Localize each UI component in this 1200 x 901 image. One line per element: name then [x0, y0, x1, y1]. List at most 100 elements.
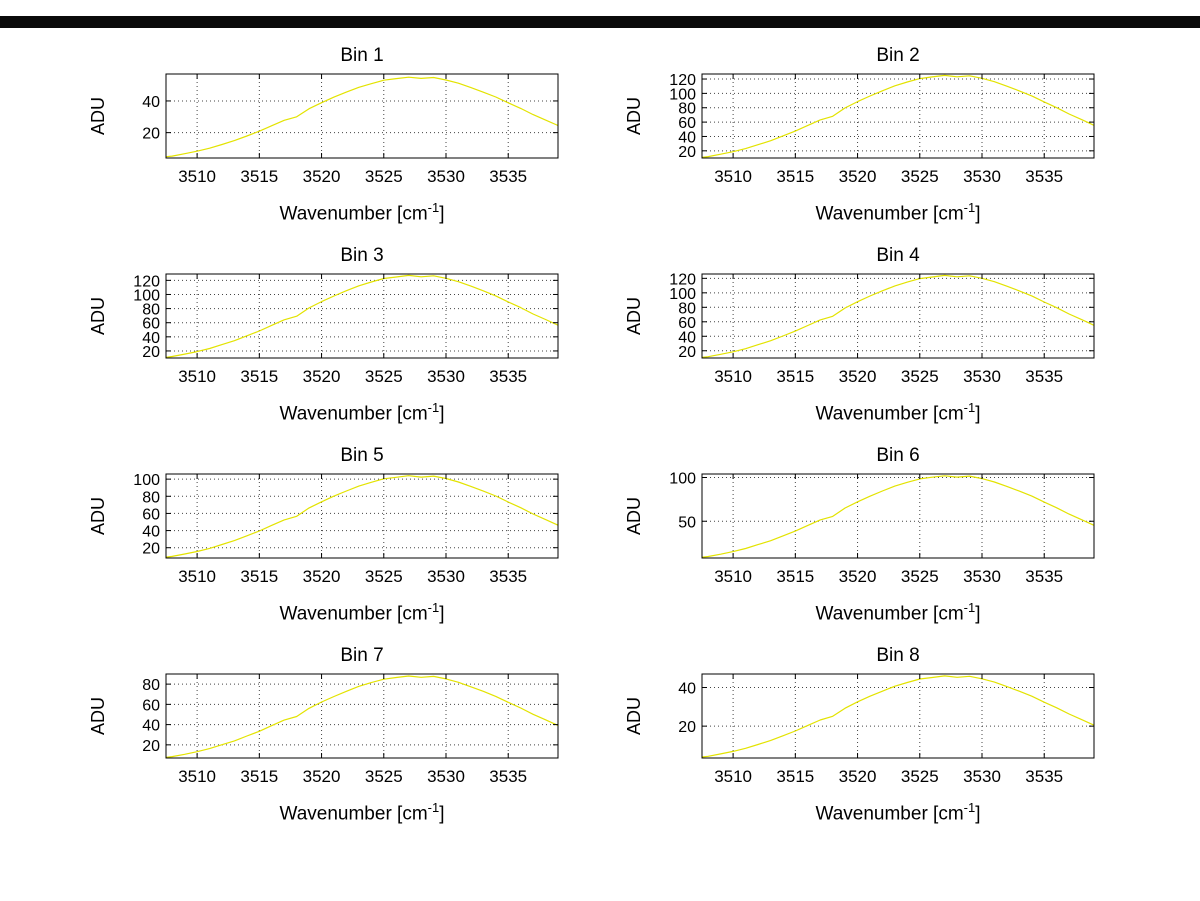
- subplot-bin-8: Bin 8 3510 3515 3520 3525 3530 3535 20 40 ADU Wa…: [622, 644, 1110, 824]
- x-tick-label: 3515: [240, 567, 278, 586]
- x-tick-label: 3515: [776, 767, 814, 786]
- subplot-bin-2: Bin 2 3510 3515 3520 3525 3530 3535 20 40 60 80 10…: [622, 44, 1110, 224]
- xlabel-prefix: Wavenumber [cm: [279, 803, 428, 825]
- x-axis-label: Wavenumber [cm-1]: [86, 796, 558, 824]
- y-tick-label: 120: [133, 273, 160, 290]
- xlabel-suffix: ]: [439, 603, 445, 625]
- x-tick-label: 3535: [489, 367, 527, 386]
- y-tick-label: 60: [678, 115, 696, 132]
- axes-box: [165, 73, 559, 159]
- y-tick-label: 40: [142, 524, 160, 541]
- plot-area: 3510 3515 3520 3525 3530 3535 20 40 60 80 ADU: [88, 673, 559, 786]
- window-top-strip: [0, 16, 1200, 28]
- y-tick-label: 80: [142, 677, 160, 694]
- y-tick-label: 100: [669, 286, 696, 303]
- axes-box: [701, 473, 1095, 559]
- x-tick-label: 3520: [839, 367, 877, 386]
- xlabel-sup: -1: [427, 800, 440, 815]
- x-tick-label: 3510: [178, 367, 216, 386]
- subplot-bin-4: Bin 4 3510 3515 3520 3525 3530 3535 20 40 60 80 10…: [622, 244, 1110, 424]
- xlabel-sup: -1: [427, 600, 440, 615]
- y-tick-label: 120: [669, 271, 696, 288]
- plot-area: 3510 3515 3520 3525 3530 3535 20 40 ADU: [88, 73, 559, 186]
- xlabel-suffix: ]: [975, 403, 981, 425]
- y-axis-label: ADU: [88, 697, 108, 735]
- x-tick-label: 3530: [963, 167, 1001, 186]
- xlabel-sup: -1: [427, 400, 440, 415]
- x-tick-label: 3510: [714, 767, 752, 786]
- axes-box: [165, 273, 559, 359]
- xlabel-suffix: ]: [439, 203, 445, 225]
- xlabel-suffix: ]: [439, 403, 445, 425]
- x-tick-label: 3515: [240, 767, 278, 786]
- plot-title: Bin 5: [340, 445, 384, 466]
- y-tick-label: 20: [142, 541, 160, 558]
- x-tick-label: 3520: [839, 167, 877, 186]
- xlabel-prefix: Wavenumber [cm: [279, 403, 428, 425]
- y-tick-label: 100: [133, 287, 160, 304]
- x-tick-label: 3515: [240, 167, 278, 186]
- subplot-bin-3: Bin 3 3510 3515 3520 3525 3530 3535 20 40 60 80 10…: [86, 244, 574, 424]
- y-tick-label: 40: [142, 718, 160, 735]
- plot-title: Bin 8: [876, 645, 920, 666]
- x-tick-label: 3530: [427, 767, 465, 786]
- x-axis-label: Wavenumber [cm-1]: [86, 596, 558, 624]
- spectrum-line: [701, 274, 1095, 358]
- x-tick-label: 3520: [839, 767, 877, 786]
- subplot-bin-7: Bin 7 3510 3515 3520 3525 3530 3535 20 40 60 80 AD…: [86, 644, 574, 824]
- x-axis-label: Wavenumber [cm-1]: [622, 196, 1094, 224]
- x-tick-label: 3535: [1025, 167, 1063, 186]
- xlabel-suffix: ]: [975, 803, 981, 825]
- y-tick-label: 80: [142, 302, 160, 319]
- x-tick-label: 3535: [1025, 567, 1063, 586]
- axes-box: [701, 673, 1095, 759]
- y-tick-label: 40: [678, 129, 696, 146]
- plot-title: Bin 3: [340, 245, 384, 266]
- y-tick-label: 40: [678, 329, 696, 346]
- x-tick-label: 3520: [303, 167, 341, 186]
- x-tick-label: 3510: [714, 567, 752, 586]
- x-tick-label: 3535: [1025, 767, 1063, 786]
- y-tick-label: 60: [142, 506, 160, 523]
- x-tick-label: 3530: [963, 767, 1001, 786]
- plot-title: Bin 6: [876, 445, 920, 466]
- y-tick-label: 40: [142, 330, 160, 347]
- axes-box: [701, 73, 1095, 159]
- figure-grid: Bin 1 3510 3515 3520 3525 3530 3535 20 40 ADU Wa…: [86, 44, 1110, 824]
- y-tick-label: 60: [678, 315, 696, 332]
- y-axis-label: ADU: [624, 497, 644, 535]
- x-tick-label: 3530: [427, 567, 465, 586]
- xlabel-suffix: ]: [439, 803, 445, 825]
- subplot-bin-6: Bin 6 3510 3515 3520 3525 3530 3535 50 100 ADU W…: [622, 444, 1110, 624]
- x-tick-label: 3510: [714, 167, 752, 186]
- x-tick-label: 3530: [427, 367, 465, 386]
- plot-title: Bin 2: [876, 45, 920, 66]
- x-tick-label: 3535: [489, 167, 527, 186]
- spectrum-line: [165, 274, 559, 358]
- y-tick-label: 60: [142, 316, 160, 333]
- xlabel-sup: -1: [427, 200, 440, 215]
- xlabel-suffix: ]: [975, 603, 981, 625]
- subplot-bin-5: Bin 5 3510 3515 3520 3525 3530 3535 20 40 60 80 10…: [86, 444, 574, 624]
- x-axis-label: Wavenumber [cm-1]: [86, 396, 558, 424]
- x-tick-label: 3520: [303, 367, 341, 386]
- x-tick-label: 3530: [963, 367, 1001, 386]
- xlabel-prefix: Wavenumber [cm: [279, 603, 428, 625]
- axes-box: [701, 273, 1095, 359]
- x-tick-label: 3525: [901, 367, 939, 386]
- x-tick-label: 3535: [1025, 367, 1063, 386]
- x-tick-label: 3515: [776, 167, 814, 186]
- y-tick-label: 20: [142, 126, 160, 143]
- spectrum-line: [701, 475, 1095, 558]
- y-tick-label: 40: [142, 94, 160, 111]
- x-axis-label: Wavenumber [cm-1]: [622, 796, 1094, 824]
- xlabel-suffix: ]: [975, 203, 981, 225]
- axes-box: [165, 673, 559, 759]
- x-axis-label: Wavenumber [cm-1]: [622, 596, 1094, 624]
- x-tick-label: 3525: [365, 767, 403, 786]
- xlabel-sup: -1: [963, 800, 976, 815]
- y-axis-label: ADU: [88, 97, 108, 135]
